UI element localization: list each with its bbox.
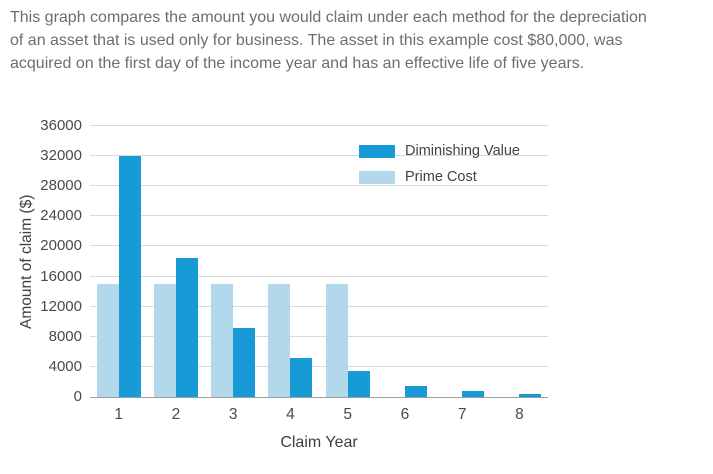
diminishing-value-bar-year-6 — [404, 385, 427, 397]
diminishing-value-bar-year-8 — [519, 394, 542, 397]
bar-group-year-2 — [147, 126, 204, 397]
bar-group-year-6 — [376, 126, 433, 397]
prime-cost-bar-year-1 — [96, 284, 119, 397]
x-tick-label-5: 5 — [343, 406, 352, 423]
diminishing-value-bar-year-5 — [347, 371, 370, 397]
legend-label-diminishing-value: Diminishing Value — [405, 143, 520, 159]
y-tick-label-36000: 36000 — [40, 117, 82, 134]
gridline-16000 — [90, 275, 548, 277]
gridline-12000 — [90, 305, 548, 307]
prime-cost-bar-year-5 — [325, 284, 348, 397]
bar-group-year-3 — [205, 126, 262, 397]
x-tick-label-1: 1 — [114, 406, 123, 423]
diminishing-value-bar-year-7 — [462, 390, 485, 397]
gridline-24000 — [90, 215, 548, 217]
x-tick-label-2: 2 — [171, 406, 181, 423]
x-axis-tick-labels: 1 2 3 4 5 6 7 8 — [90, 398, 548, 424]
legend-swatch-diminishing-value — [359, 144, 396, 158]
x-axis-title: Claim Year — [280, 434, 358, 451]
gridline-8000 — [90, 335, 548, 337]
gridline-20000 — [90, 245, 548, 247]
y-tick-label-20000: 20000 — [40, 237, 82, 255]
legend-swatch-prime-cost — [359, 170, 396, 184]
x-tick-label-3: 3 — [228, 406, 238, 423]
y-tick-label-28000: 28000 — [40, 177, 82, 195]
x-tick-label-7: 7 — [457, 406, 467, 423]
chart-legend: Diminishing Value Prime Cost — [359, 143, 520, 185]
x-tick-label-6: 6 — [400, 406, 410, 423]
gridline-28000 — [90, 185, 548, 187]
bar-group-year-4 — [262, 126, 319, 397]
gridline-4000 — [90, 365, 548, 367]
prime-cost-bar-year-3 — [211, 284, 234, 397]
intro-paragraph: This graph compares the amount you would… — [10, 9, 647, 73]
plot-area: Diminishing Value Prime Cost — [90, 125, 548, 398]
diminishing-value-bar-year-2 — [175, 257, 198, 397]
x-tick-label-8: 8 — [515, 406, 524, 423]
y-tick-label-24000: 24000 — [40, 207, 82, 225]
legend-item-diminishing-value: Diminishing Value — [359, 143, 520, 159]
depreciation-comparison-chart: Amount of claim ($) 0 4000 8000 12000 16000 2… — [6, 117, 566, 463]
legend-item-prime-cost: Prime Cost — [359, 169, 520, 185]
y-tick-label-0: 0 — [73, 388, 82, 405]
y-tick-label-12000: 12000 — [40, 297, 82, 315]
gridline-32000 — [90, 155, 548, 157]
gridline-36000 — [90, 125, 548, 126]
bar-group-year-8 — [491, 126, 548, 397]
x-tick-label-4: 4 — [286, 406, 295, 423]
prime-cost-bar-year-2 — [153, 284, 176, 397]
y-tick-label-4000: 4000 — [48, 357, 82, 375]
prime-cost-bar-year-4 — [268, 284, 291, 397]
bar-group-year-1 — [90, 126, 147, 397]
y-tick-label-8000: 8000 — [48, 327, 82, 345]
bar-group-year-7 — [434, 126, 491, 397]
diminishing-value-bar-year-3 — [233, 327, 256, 397]
diminishing-value-bar-year-4 — [290, 357, 313, 397]
y-tick-label-16000: 16000 — [40, 267, 82, 285]
y-axis-tick-labels: 0 4000 8000 12000 16000 20000 24000 28000 32000 3… — [6, 117, 82, 405]
y-tick-label-32000: 32000 — [40, 147, 82, 165]
legend-label-prime-cost: Prime Cost — [405, 169, 477, 185]
diminishing-value-bar-year-1 — [118, 156, 141, 397]
bar-group-year-5 — [319, 126, 376, 397]
bars-layer — [90, 126, 548, 397]
